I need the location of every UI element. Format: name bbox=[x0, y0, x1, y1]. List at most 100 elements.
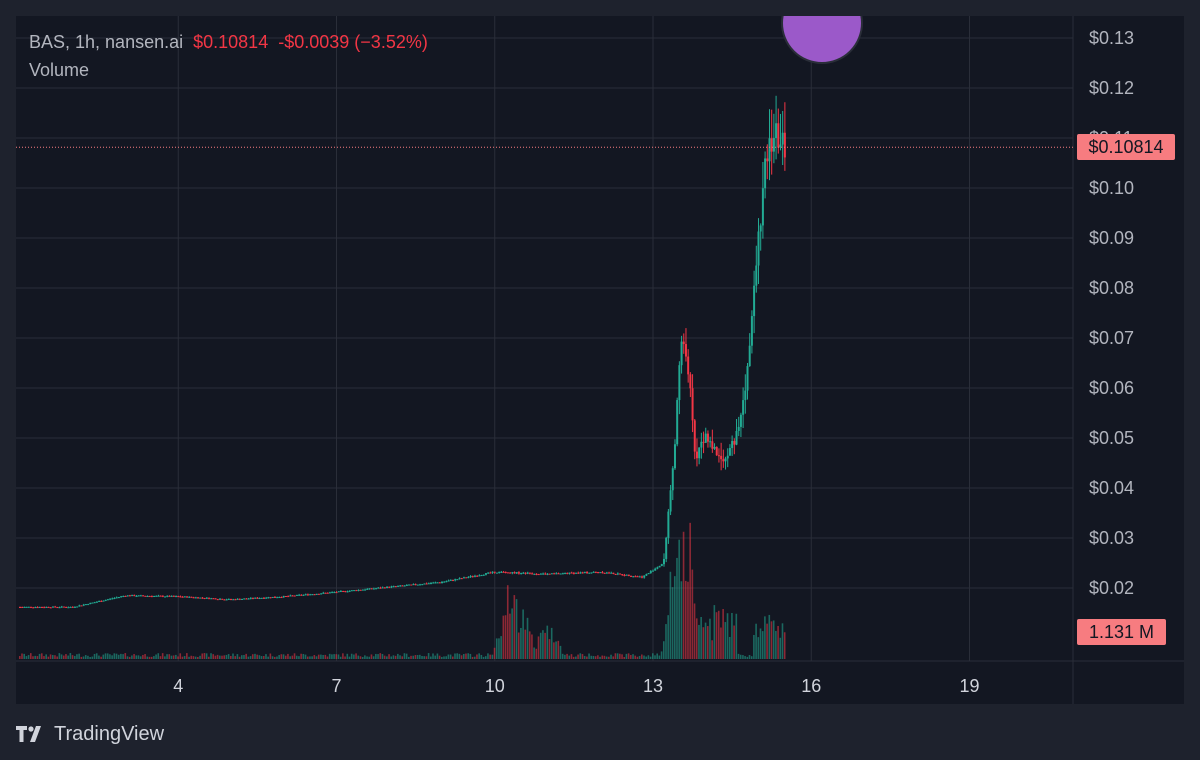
volume-bar bbox=[612, 656, 615, 659]
volume-bar bbox=[401, 656, 404, 659]
volume-bar bbox=[397, 653, 399, 659]
candle-body bbox=[753, 285, 756, 317]
candle-body bbox=[56, 607, 59, 609]
volume-bar bbox=[60, 654, 63, 659]
candle-body bbox=[610, 572, 613, 574]
candle-body bbox=[695, 451, 698, 459]
candle-body bbox=[652, 570, 654, 572]
candle-body bbox=[210, 598, 213, 600]
volume-bar bbox=[550, 627, 553, 659]
volume-bar bbox=[201, 653, 204, 659]
volume-bar bbox=[78, 653, 80, 659]
volume-bar bbox=[779, 637, 782, 659]
volume-bar bbox=[660, 651, 663, 659]
candle-body bbox=[731, 441, 734, 449]
volume-bar bbox=[535, 648, 538, 659]
volume-bar bbox=[45, 654, 47, 659]
volume-bar bbox=[597, 655, 599, 659]
candle-body bbox=[680, 341, 683, 366]
candle-body bbox=[658, 565, 661, 568]
candle-body bbox=[344, 591, 347, 593]
candle-body bbox=[142, 595, 145, 597]
volume-bar bbox=[423, 656, 426, 659]
volume-bar bbox=[236, 654, 239, 659]
candle-body bbox=[614, 573, 617, 575]
candle-body bbox=[375, 588, 378, 590]
candle-body bbox=[783, 132, 786, 158]
volume-bar bbox=[98, 655, 100, 659]
candle-body bbox=[390, 586, 393, 588]
candle-body bbox=[495, 572, 498, 574]
volume-bar bbox=[579, 653, 582, 659]
brand[interactable]: TradingView bbox=[16, 720, 164, 748]
volume-bar bbox=[95, 653, 98, 659]
candle-body bbox=[177, 596, 180, 598]
chart-legend: BAS, 1h, nansen.ai $0.10814 -$0.0039 (−3… bbox=[29, 30, 428, 82]
candle-body bbox=[531, 573, 534, 575]
candle-body bbox=[700, 441, 703, 448]
volume-bar bbox=[610, 654, 612, 659]
candle-body bbox=[623, 575, 626, 577]
candle-body bbox=[208, 597, 211, 599]
volume-bar bbox=[451, 656, 454, 659]
candle-body bbox=[713, 446, 716, 449]
volume-bar bbox=[355, 653, 357, 659]
volume-bar bbox=[234, 656, 236, 659]
volume-bar bbox=[506, 585, 509, 659]
volume-bar bbox=[761, 631, 764, 659]
volume-bar bbox=[689, 522, 691, 659]
candle-body bbox=[491, 571, 494, 573]
volume-bar bbox=[104, 653, 107, 659]
candle-body bbox=[720, 455, 723, 460]
volume-bar bbox=[144, 654, 146, 659]
candle-body bbox=[175, 596, 178, 598]
candle-body bbox=[537, 574, 540, 576]
candle-body bbox=[513, 572, 516, 574]
volume-bar bbox=[128, 656, 131, 659]
volume-bar bbox=[298, 656, 300, 659]
price-axis-tick-label: $0.05 bbox=[1089, 428, 1134, 448]
candle-body bbox=[47, 606, 50, 608]
volume-bar bbox=[493, 647, 496, 659]
candle-body bbox=[284, 596, 287, 598]
candle-body bbox=[183, 596, 186, 598]
candle-body bbox=[139, 595, 142, 597]
volume-bar bbox=[480, 654, 483, 659]
candle-body bbox=[728, 448, 731, 456]
candle-body bbox=[240, 598, 243, 600]
candle-body bbox=[594, 571, 597, 573]
candle-body bbox=[632, 576, 635, 578]
candle-body bbox=[748, 345, 751, 367]
volume-bar bbox=[262, 656, 265, 659]
candle-body bbox=[779, 144, 782, 148]
chart-plot[interactable]: $0.13$0.12$0.11$0.10$0.09$0.08$0.07$0.06… bbox=[16, 16, 1184, 704]
volume-bar bbox=[542, 630, 544, 659]
candle-body bbox=[432, 582, 435, 584]
volume-bar bbox=[82, 656, 85, 659]
candle-body bbox=[157, 595, 160, 597]
candle-body bbox=[238, 598, 241, 600]
candle-body bbox=[306, 594, 309, 596]
volume-bar bbox=[155, 654, 157, 659]
candle-body bbox=[550, 573, 553, 575]
candle-body bbox=[627, 574, 630, 576]
candle-body bbox=[570, 572, 573, 574]
volume-bar bbox=[748, 655, 751, 659]
candle-body bbox=[49, 607, 52, 609]
candle-body bbox=[315, 593, 318, 595]
volume-bar bbox=[273, 656, 276, 659]
volume-bar bbox=[390, 656, 393, 659]
candle-body bbox=[517, 572, 520, 574]
volume-bar bbox=[726, 613, 729, 659]
volume-bar bbox=[636, 656, 639, 659]
candle-body bbox=[506, 572, 509, 574]
candle-body bbox=[251, 597, 254, 599]
time-axis-tick-label: 19 bbox=[959, 676, 979, 696]
volume-bar bbox=[768, 614, 771, 659]
volume-bar bbox=[443, 656, 445, 659]
volume-bar bbox=[647, 655, 650, 659]
volume-bar bbox=[113, 653, 116, 659]
chart-frame[interactable]: $0.13$0.12$0.11$0.10$0.09$0.08$0.07$0.06… bbox=[16, 16, 1184, 704]
volume-bar bbox=[100, 656, 102, 659]
volume-bar bbox=[414, 655, 417, 659]
